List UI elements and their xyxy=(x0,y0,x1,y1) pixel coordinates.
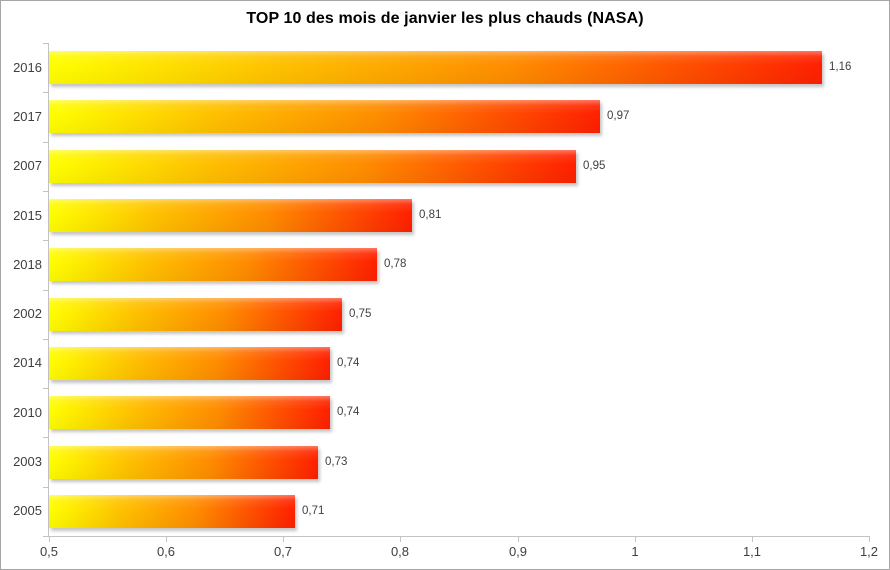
y-axis-line xyxy=(48,43,49,536)
bar-2015 xyxy=(49,199,412,233)
y-axis-tick xyxy=(43,240,48,241)
x-axis-tick-label: 1,2 xyxy=(859,544,879,559)
category-label: 2002 xyxy=(13,306,42,322)
bar-2010 xyxy=(49,396,330,430)
x-axis-tick xyxy=(869,537,870,542)
x-axis-tick xyxy=(166,537,167,542)
x-axis-tick xyxy=(752,537,753,542)
bar-value-label: 0,73 xyxy=(325,455,348,468)
y-axis-tick xyxy=(43,191,48,192)
x-axis-tick-label: 0,9 xyxy=(508,544,528,559)
bar-2003 xyxy=(49,445,318,479)
category-label: 2005 xyxy=(13,503,42,519)
x-axis-tick xyxy=(518,537,519,542)
x-axis-line xyxy=(48,536,870,537)
bar-2007 xyxy=(49,149,576,183)
x-axis-tick-label: 0,8 xyxy=(390,544,410,559)
x-axis-tick xyxy=(283,537,284,542)
bar-2017 xyxy=(49,100,600,134)
bar-value-label: 1,16 xyxy=(829,61,852,74)
category-label: 2014 xyxy=(13,355,42,371)
bar-value-label: 0,71 xyxy=(302,504,325,517)
chart-title: TOP 10 des mois de janvier les plus chau… xyxy=(246,10,644,27)
y-axis-tick xyxy=(43,142,48,143)
bar-2002 xyxy=(49,297,342,331)
x-axis-tick-label: 0,7 xyxy=(273,544,293,559)
category-label: 2016 xyxy=(13,59,42,75)
bar-value-label: 0,78 xyxy=(384,258,407,271)
bar-value-label: 0,95 xyxy=(583,159,606,172)
bar-value-label: 0,81 xyxy=(419,209,442,222)
category-label: 2018 xyxy=(13,256,42,272)
y-axis-tick xyxy=(43,487,48,488)
y-axis-tick xyxy=(43,290,48,291)
x-axis-tick-label: 1,1 xyxy=(742,544,762,559)
x-axis-tick-label: 1 xyxy=(631,544,639,559)
x-axis-tick xyxy=(49,537,50,542)
bar-value-label: 0,74 xyxy=(337,356,360,369)
y-axis-tick xyxy=(43,339,48,340)
bar-2016 xyxy=(49,51,822,85)
y-axis-tick xyxy=(43,92,48,93)
plot-area: 0,5 0,6 0,7 0,8 0,9 1 1,1 1,2 2016 1,16 2017 0,97 20… xyxy=(13,43,878,559)
x-axis-tick xyxy=(400,537,401,542)
x-axis-tick xyxy=(635,537,636,542)
x-axis-tick-label: 0,6 xyxy=(156,544,176,559)
category-label: 2003 xyxy=(13,454,42,470)
category-label: 2015 xyxy=(13,207,42,223)
bar-value-label: 0,74 xyxy=(337,406,360,419)
category-label: 2017 xyxy=(13,108,42,124)
bar-2014 xyxy=(49,346,330,380)
category-label: 2007 xyxy=(13,158,42,174)
bar-value-label: 0,75 xyxy=(349,307,372,320)
bar-value-label: 0,97 xyxy=(607,110,630,123)
x-axis-tick-label: 0,5 xyxy=(39,544,59,559)
y-axis-tick xyxy=(43,536,48,537)
bar-2005 xyxy=(49,494,295,528)
y-axis-tick xyxy=(43,388,48,389)
y-axis-tick xyxy=(43,437,48,438)
bar-2018 xyxy=(49,248,377,282)
y-axis-tick xyxy=(43,43,48,44)
category-label: 2010 xyxy=(13,404,42,420)
